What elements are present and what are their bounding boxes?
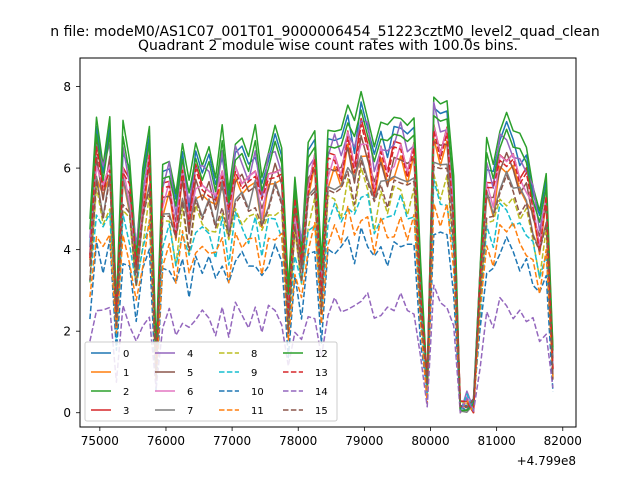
y-tick-label: 6 [63,162,71,176]
x-tick-label: 80000 [411,434,449,448]
x-axis-offset-label: +4.799e8 [517,454,576,468]
legend-label-3: 3 [123,406,129,417]
series-line-11 [89,202,554,414]
figure-suptitle: n file: modeM0/AS1C07_001T01_9000006454_… [50,24,599,40]
x-tick-label: 75000 [81,434,119,448]
axes-frame [79,57,577,428]
y-tick-label: 2 [63,325,71,339]
legend-label-14: 14 [315,387,328,398]
x-tick-label: 81000 [478,434,516,448]
legend-label-10: 10 [251,387,264,398]
legend-label-1: 1 [123,368,129,379]
chart-title: Quadrant 2 module wise count rates with … [138,38,518,54]
x-tick-label: 82000 [544,434,582,448]
legend-label-0: 0 [123,349,129,360]
legend-label-2: 2 [123,387,129,398]
x-tick-label: 77000 [213,434,251,448]
x-tick-label: 79000 [345,434,383,448]
legend-label-12: 12 [315,349,328,360]
y-tick-label: 0 [63,406,71,420]
legend-label-6: 6 [187,387,193,398]
legend-label-13: 13 [315,368,328,379]
x-tick-label: 78000 [279,434,317,448]
legend-label-15: 15 [315,406,328,417]
y-ticks: 0 2 4 6 8 [63,80,80,420]
legend-label-9: 9 [251,368,257,379]
legend-label-7: 7 [187,406,193,417]
series-layer [89,90,554,414]
legend-label-8: 8 [251,349,257,360]
series-line-15 [89,159,554,409]
x-tick-label: 76000 [147,434,185,448]
legend-label-5: 5 [187,368,193,379]
legend-box [84,341,338,422]
y-tick-label: 8 [63,80,71,94]
legend-label-11: 11 [251,406,264,417]
legend-label-4: 4 [187,349,193,360]
y-tick-label: 4 [63,243,71,257]
x-ticks: 75000 76000 77000 78000 79000 80000 81000 82000 [81,427,582,448]
